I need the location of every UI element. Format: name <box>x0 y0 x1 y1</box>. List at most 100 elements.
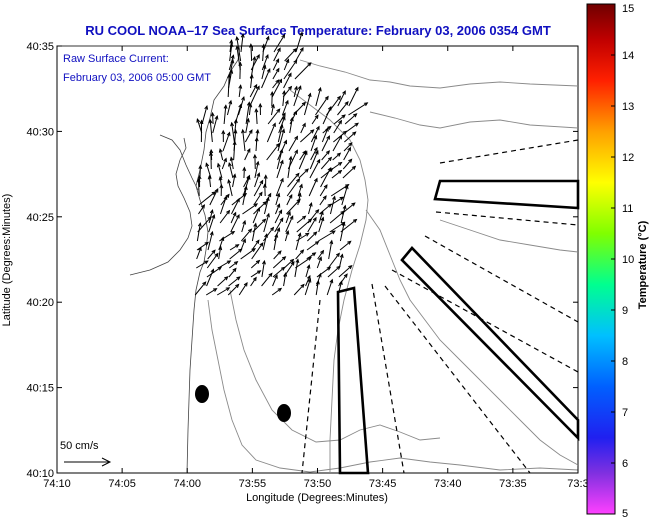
current-arrow <box>231 197 240 215</box>
current-arrow <box>206 268 215 287</box>
current-arrow <box>270 90 275 107</box>
current-arrow <box>331 161 343 170</box>
current-arrow <box>266 122 276 143</box>
current-arrow <box>271 287 283 296</box>
scale-label: 50 cm/s <box>60 440 99 452</box>
current-arrow <box>197 216 212 233</box>
current-arrow <box>274 217 284 233</box>
current-arrow <box>283 58 290 71</box>
current-arrow <box>282 89 287 107</box>
current-arrow <box>342 158 353 170</box>
current-arrow <box>228 261 239 269</box>
range-line <box>301 299 321 474</box>
x-axis: 74:10 74:05 74:00 73:55 73:50 73:45 73:40 73:35… <box>43 46 589 490</box>
current-arrow <box>272 67 280 80</box>
colorbar-tick-label: 7 <box>622 407 628 419</box>
current-arrow <box>249 83 258 98</box>
current-arrow <box>254 136 259 152</box>
current-arrow <box>232 173 237 188</box>
current-arrow <box>277 123 284 143</box>
current-arrow <box>210 111 215 125</box>
current-arrow <box>262 183 267 197</box>
current-arrow <box>261 68 271 89</box>
current-arrow <box>331 169 343 179</box>
current-arrow <box>338 253 344 269</box>
current-arrow <box>207 230 214 251</box>
current-arrow <box>245 117 250 134</box>
current-arrow <box>223 104 228 125</box>
zone-box-southeast <box>400 246 580 442</box>
current-arrow <box>208 151 213 170</box>
y-axis-label: Latitude (Degrees:Minutes) <box>1 194 13 327</box>
current-arrow <box>284 47 297 62</box>
current-arrow <box>285 215 294 233</box>
current-arrow <box>341 184 349 206</box>
current-arrow <box>219 209 231 224</box>
current-arrow <box>262 226 275 242</box>
current-arrow <box>318 216 325 233</box>
current-arrow <box>281 99 289 116</box>
current-arrow <box>241 128 246 152</box>
current-arrow <box>263 212 270 233</box>
current-arrow <box>333 119 343 134</box>
colorbar-tick-label: 8 <box>622 356 628 368</box>
range-line <box>371 283 405 474</box>
current-arrow <box>283 72 292 89</box>
x-tick-label: 73:55 <box>239 478 267 490</box>
colorbar-tick-label: 14 <box>622 50 634 62</box>
current-arrow <box>198 204 206 215</box>
current-arrow <box>298 168 309 179</box>
current-arrow <box>249 85 260 107</box>
current-arrow <box>274 209 283 224</box>
current-arrow <box>238 61 243 80</box>
current-arrow <box>283 258 295 269</box>
current-arrow <box>308 177 318 197</box>
colorbar-tick-label: 9 <box>622 305 628 317</box>
current-arrow <box>254 160 260 179</box>
current-arrow <box>253 191 263 206</box>
x-tick-label: 73:35 <box>499 478 527 490</box>
buoy-marker <box>195 385 209 403</box>
current-arrow <box>226 99 233 116</box>
current-arrow <box>286 178 301 197</box>
current-arrow <box>227 178 233 197</box>
current-arrow <box>340 218 358 233</box>
x-tick-label: 73:45 <box>369 478 397 490</box>
current-arrow <box>272 58 280 71</box>
current-arrow <box>305 274 311 287</box>
current-arrow <box>238 84 243 98</box>
colorbar-tick-label: 13 <box>622 101 634 113</box>
y-tick-label: 40:20 <box>26 297 54 309</box>
current-vectors <box>194 31 369 296</box>
current-arrow <box>317 249 325 260</box>
current-arrow <box>285 211 291 224</box>
current-arrow <box>295 232 302 251</box>
current-arrow <box>262 233 268 251</box>
current-arrow <box>229 248 243 260</box>
buoy-marker <box>277 404 291 422</box>
current-arrow <box>327 265 341 278</box>
current-arrow <box>201 105 209 125</box>
current-arrow <box>343 142 353 152</box>
current-arrow <box>332 152 342 161</box>
current-arrow <box>344 113 358 125</box>
bathymetry-contour-4 <box>365 209 579 466</box>
current-arrow <box>251 242 264 260</box>
current-arrow <box>307 202 313 215</box>
bathymetry-contour-6 <box>207 299 579 473</box>
current-arrow <box>277 128 286 152</box>
current-arrow <box>219 183 224 197</box>
current-note-line1: Raw Surface Current: <box>63 53 169 65</box>
current-arrow <box>283 59 298 80</box>
current-arrow <box>275 177 284 197</box>
current-arrow <box>229 244 240 251</box>
colorbar-tick-label: 12 <box>622 152 634 164</box>
current-arrow <box>209 188 219 206</box>
current-arrow <box>240 248 256 260</box>
current-arrow <box>288 135 298 152</box>
current-arrow <box>293 85 302 107</box>
current-arrow <box>321 135 330 152</box>
x-tick-label: 73:40 <box>434 478 462 490</box>
colorbar-tick-label: 6 <box>622 458 628 470</box>
